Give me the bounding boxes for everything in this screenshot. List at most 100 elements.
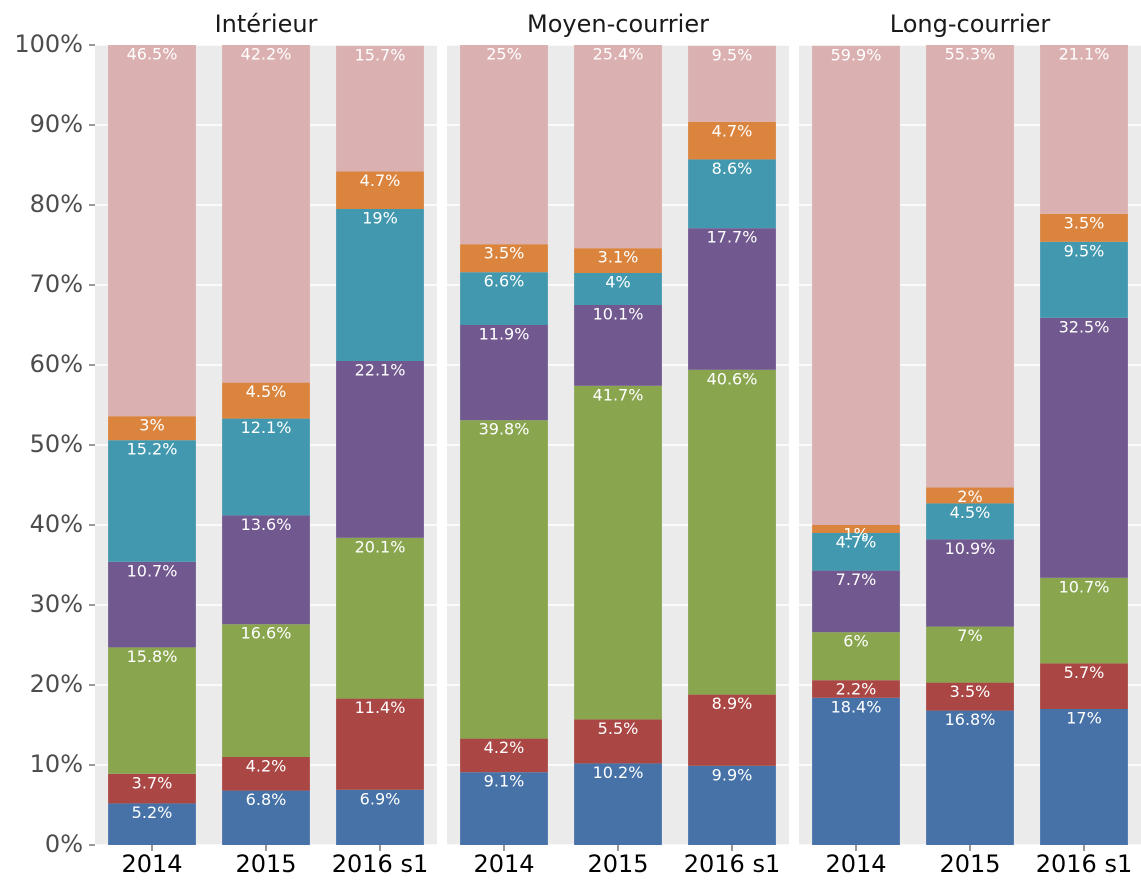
bars (108, 45, 424, 845)
value-label: 4.2% (246, 757, 287, 776)
bar-segment (460, 272, 548, 325)
panel-title: Moyen-courrier (527, 10, 709, 38)
bar-segment (812, 45, 900, 526)
bar-segment (574, 45, 662, 249)
bar-segment (336, 171, 424, 209)
bar-segment (336, 537, 424, 699)
bar-segment (108, 561, 196, 648)
value-label: 10.9% (945, 539, 996, 558)
bar-segment (222, 45, 310, 383)
bar-segment (574, 305, 662, 386)
bar-segment (1040, 577, 1128, 664)
value-label: 22.1% (355, 361, 406, 380)
value-label: 3.5% (950, 682, 991, 701)
bars (812, 45, 1128, 845)
bar-segment (460, 772, 548, 845)
bar-segment (222, 757, 310, 791)
bar-segment (108, 416, 196, 441)
value-label: 18.4% (831, 697, 882, 716)
value-label: 16.6% (241, 624, 292, 643)
bar-segment (688, 694, 776, 766)
value-label: 10.7% (127, 561, 178, 580)
value-label: 10.2% (593, 763, 644, 782)
bar-segment (926, 503, 1014, 540)
bar-segment (108, 647, 196, 774)
bar-segment (574, 719, 662, 764)
x-tick-label: 2015 (587, 850, 648, 878)
value-label: 9.5% (712, 45, 753, 64)
bar-segment (926, 45, 1014, 488)
bar-segment (926, 626, 1014, 683)
value-label: 3.5% (484, 244, 525, 263)
value-label: 17% (1066, 709, 1102, 728)
value-label: 11.4% (355, 698, 406, 717)
y-tick-label: 50% (30, 430, 83, 458)
value-label: 4.2% (484, 738, 525, 757)
value-label: 6% (843, 632, 868, 651)
value-label: 4.7% (712, 121, 753, 140)
value-label: 21.1% (1059, 45, 1110, 64)
value-label: 5.5% (598, 719, 639, 738)
y-tick-label: 0% (45, 830, 83, 858)
bar-segment (460, 244, 548, 273)
x-tick-label: 2014 (825, 850, 886, 878)
value-label: 8.9% (712, 694, 753, 713)
value-label: 25% (486, 45, 522, 64)
x-tick-label: 2016 s1 (684, 850, 780, 878)
bar-segment (926, 539, 1014, 627)
bar-segment (460, 420, 548, 739)
bar-segment (1040, 709, 1128, 845)
bar-segment (574, 248, 662, 273)
bar-segment (460, 45, 548, 245)
value-label: 3.7% (132, 773, 173, 792)
value-label: 5.2% (132, 803, 173, 822)
bar-segment (336, 361, 424, 538)
value-label: 32.5% (1059, 317, 1110, 336)
value-label: 25.4% (593, 45, 644, 64)
y-tick-label: 20% (30, 670, 83, 698)
x-tick-label: 2016 s1 (1036, 850, 1132, 878)
bar-segment (812, 697, 900, 845)
value-label: 9.1% (484, 772, 525, 791)
value-label: 9.5% (1064, 241, 1105, 260)
value-label: 5.7% (1064, 663, 1105, 682)
value-label: 59.9% (831, 45, 882, 64)
value-label: 6.6% (484, 272, 525, 291)
bar-segment (574, 763, 662, 845)
value-label: 39.8% (479, 420, 530, 439)
bar-segment (336, 209, 424, 361)
bar-segment (812, 632, 900, 681)
bar-segment (688, 765, 776, 845)
value-label: 6.8% (246, 790, 287, 809)
y-tick-label: 30% (30, 590, 83, 618)
value-label: 2.2% (836, 680, 877, 699)
panel-title: Intérieur (215, 10, 318, 38)
value-label: 6.9% (360, 789, 401, 808)
bar-segment (336, 45, 424, 172)
value-label: 4.5% (246, 382, 287, 401)
value-label: 42.2% (241, 45, 292, 64)
bars (460, 45, 776, 845)
bar-segment (926, 710, 1014, 845)
value-label: 1% (843, 525, 868, 544)
bar-segment (222, 790, 310, 845)
bar-segment (812, 533, 900, 571)
bar-segment (336, 698, 424, 790)
bar-segment (1040, 45, 1128, 214)
value-label: 55.3% (945, 45, 996, 64)
value-label: 3.5% (1064, 213, 1105, 232)
x-tick-label: 2014 (473, 850, 534, 878)
y-tick-label: 80% (30, 190, 83, 218)
value-label: 16.8% (945, 710, 996, 729)
y-tick-label: 60% (30, 350, 83, 378)
value-label: 2% (957, 487, 982, 506)
bar-segment (108, 45, 196, 417)
bar-segment (688, 369, 776, 695)
x-tick-label: 2016 s1 (332, 850, 428, 878)
value-label: 15.7% (355, 45, 406, 64)
value-label: 17.7% (707, 228, 758, 247)
bar-segment (222, 418, 310, 516)
x-tick-label: 2015 (235, 850, 296, 878)
value-label: 46.5% (127, 45, 178, 64)
value-label: 40.6% (707, 369, 758, 388)
